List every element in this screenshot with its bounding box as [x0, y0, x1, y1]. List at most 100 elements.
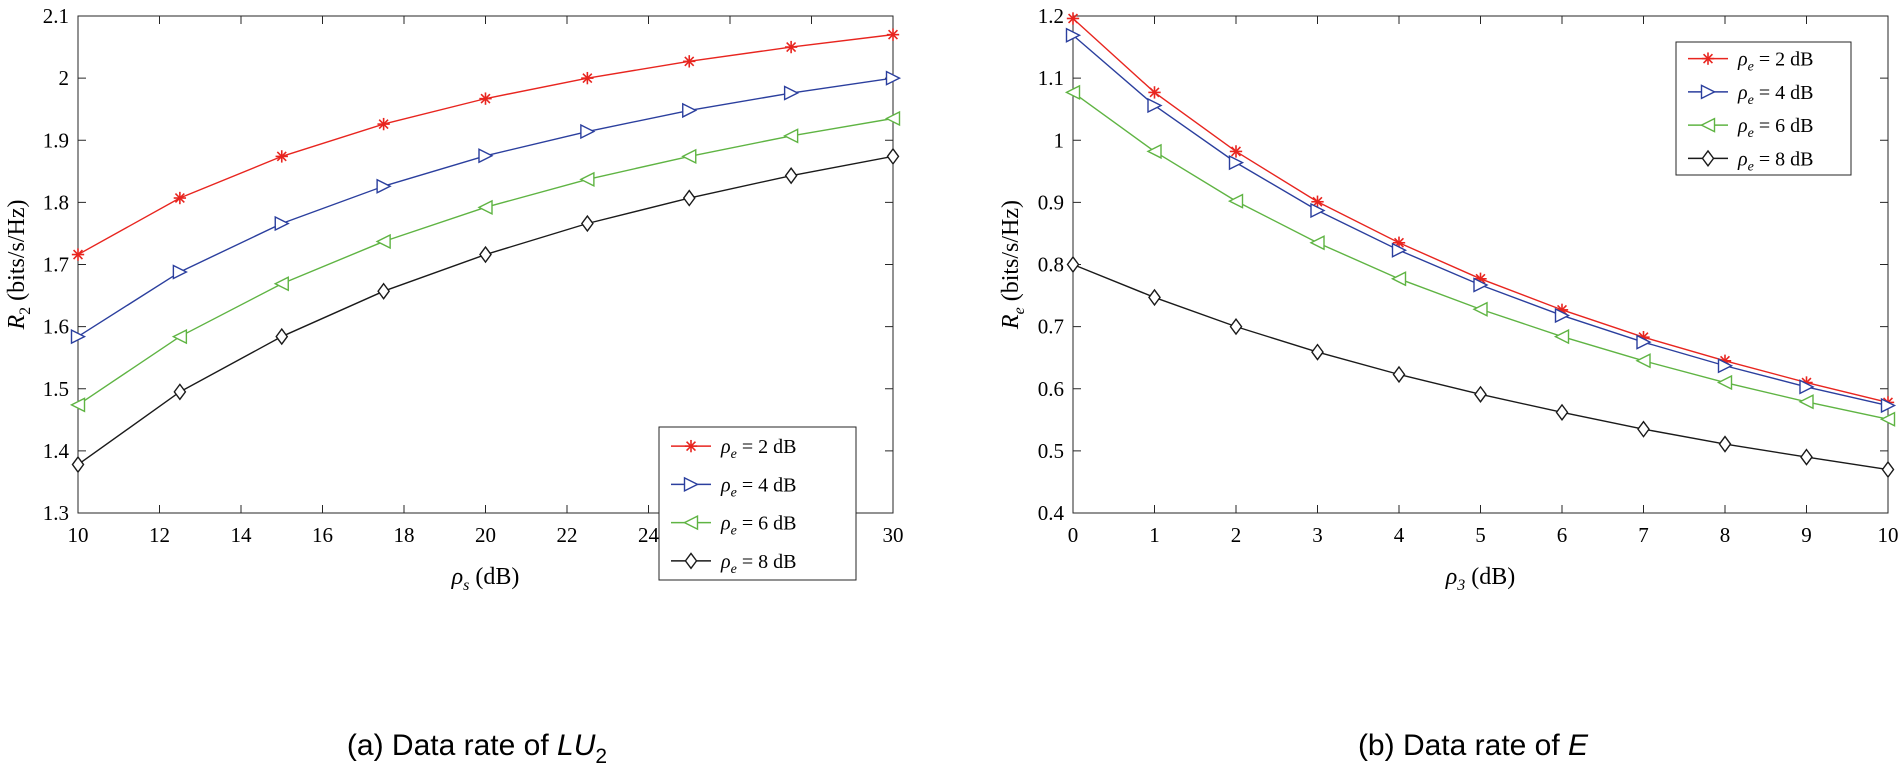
x-tick-label: 22	[557, 523, 578, 547]
chart-a: 10121416182022242628301.31.41.51.61.71.8…	[4, 4, 904, 768]
legend-marker	[1701, 52, 1715, 65]
series-a-4	[71, 147, 900, 474]
x-axis-label: ρs (dB)	[451, 564, 520, 594]
y-tick-label: 1.4	[43, 439, 70, 463]
data-point-marker	[1066, 255, 1080, 274]
data-point-marker	[681, 148, 697, 165]
legend: ρe = 2 dB ρe = 4 dB ρe = 6 dB ρe = 8 dB	[1675, 41, 1852, 176]
y-tick-label: 0.8	[1038, 253, 1064, 277]
data-point-marker	[1309, 235, 1325, 251]
data-point-marker	[1472, 301, 1488, 317]
y-tick-label: 1.7	[43, 253, 69, 277]
legend-marker	[684, 552, 698, 570]
x-tick-label: 9	[1801, 523, 1812, 547]
data-point-marker	[1474, 385, 1487, 403]
data-point-marker	[274, 215, 290, 232]
data-point-marker	[579, 171, 595, 188]
data-point-marker	[1390, 271, 1407, 287]
series-b-2	[1065, 27, 1897, 414]
data-point-marker	[1880, 397, 1897, 414]
x-tick-label: 20	[475, 523, 496, 547]
x-tick-label: 30	[883, 523, 904, 547]
data-point-marker	[1879, 411, 1896, 427]
data-point-marker	[1310, 202, 1326, 219]
y-tick-label: 1	[1054, 128, 1065, 152]
y-tick-label: 1.6	[43, 315, 69, 339]
legend-marker	[1700, 84, 1717, 100]
legend-marker	[1699, 117, 1716, 133]
data-point-marker	[478, 148, 494, 164]
series-b-3	[1064, 84, 1896, 427]
data-point-marker	[173, 191, 187, 205]
data-point-marker	[580, 123, 596, 140]
legend-label: ρe = 6 dB	[720, 513, 796, 539]
data-point-marker	[377, 282, 391, 300]
legend-label: ρe = 8 dB	[720, 551, 796, 577]
figure-caption: (a) Data rate of LU2	[347, 729, 607, 768]
series-a-3	[69, 110, 901, 413]
data-point-marker	[376, 178, 392, 194]
data-point-marker	[71, 455, 85, 474]
y-tick-label: 0.9	[1038, 190, 1064, 214]
data-point-marker	[886, 28, 900, 41]
data-point-marker	[784, 167, 798, 185]
legend: ρe = 2 dB ρe = 4 dB ρe = 6 dB ρe = 8 dB	[658, 426, 857, 581]
data-point-marker	[886, 147, 900, 166]
data-point-marker	[1554, 307, 1571, 324]
series-a-2	[70, 70, 902, 345]
data-point-marker	[275, 150, 288, 163]
x-tick-label: 1	[1149, 523, 1160, 547]
legend-box	[1675, 41, 1852, 176]
x-tick-label: 16	[312, 523, 333, 547]
legend-marker	[682, 514, 699, 531]
y-tick-label: 1.2	[1038, 4, 1064, 28]
legend-label: ρe = 2 dB	[720, 436, 796, 462]
data-point-marker	[1717, 358, 1734, 374]
x-tick-label: 10	[68, 523, 89, 547]
data-point-marker	[682, 189, 696, 207]
x-tick-label: 7	[1638, 523, 1649, 547]
data-point-marker	[1473, 277, 1489, 293]
y-tick-label: 0.6	[1038, 377, 1064, 401]
data-point-marker	[1147, 97, 1163, 114]
legend-marker	[683, 476, 700, 493]
data-point-marker	[1881, 460, 1895, 479]
data-point-marker	[1635, 353, 1651, 369]
figure-caption: (b) Data rate of E	[1358, 729, 1589, 762]
data-point-marker	[683, 55, 696, 68]
legend-label: ρe = 2 dB	[1737, 49, 1813, 75]
legend-marker	[684, 439, 698, 453]
y-tick-label: 0.5	[1038, 439, 1064, 463]
y-tick-label: 2.1	[43, 4, 69, 28]
x-tick-label: 0	[1068, 523, 1079, 547]
data-point-marker	[1799, 379, 1815, 395]
y-tick-label: 2	[59, 66, 70, 90]
data-point-marker	[783, 128, 799, 144]
data-point-marker	[69, 397, 86, 413]
y-tick-label: 0.7	[1038, 315, 1064, 339]
data-point-marker	[1553, 328, 1570, 345]
data-point-marker	[479, 92, 492, 105]
y-tick-label: 1.8	[43, 190, 69, 214]
data-point-marker	[1148, 86, 1161, 99]
chart-b: 0 1 2 3 4 5 6 7 8 9 10 0.4 0.5 0.6 0.7 0.8 0.9 1 1.1 1.2 ρ3 …	[998, 4, 1899, 762]
data-point-marker	[1229, 145, 1243, 158]
data-point-marker	[1392, 365, 1406, 384]
y-axis-label: Re (bits/s/Hz)	[998, 200, 1028, 330]
data-point-marker	[1800, 448, 1813, 466]
data-point-marker	[1636, 334, 1652, 350]
data-point-marker	[477, 199, 493, 215]
data-point-marker	[1064, 84, 1081, 101]
x-tick-label: 3	[1312, 523, 1323, 547]
data-point-marker	[580, 214, 594, 233]
data-point-marker	[784, 40, 798, 54]
y-tick-label: 1.5	[43, 377, 69, 401]
data-point-marker	[1311, 195, 1324, 208]
data-point-marker	[1146, 143, 1162, 160]
data-point-marker	[1637, 420, 1650, 438]
data-point-marker	[275, 327, 289, 346]
data-point-marker	[1555, 403, 1569, 422]
data-point-marker	[581, 71, 594, 85]
data-point-marker	[1066, 12, 1080, 25]
legend-label: ρe = 8 dB	[1737, 148, 1813, 174]
